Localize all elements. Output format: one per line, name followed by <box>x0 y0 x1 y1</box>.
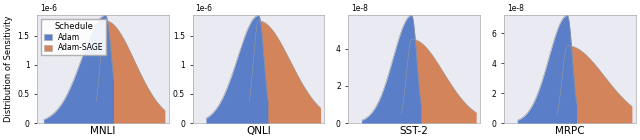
Text: 1e-8: 1e-8 <box>507 4 524 13</box>
Legend: Adam, Adam-SAGE: Adam, Adam-SAGE <box>41 19 106 55</box>
Text: 1e-6: 1e-6 <box>195 4 212 13</box>
X-axis label: MRPC: MRPC <box>555 126 585 136</box>
Text: 1e-6: 1e-6 <box>40 4 57 13</box>
Y-axis label: Distribution of Sensitivity: Distribution of Sensitivity <box>4 16 13 122</box>
Text: 1e-8: 1e-8 <box>351 4 368 13</box>
X-axis label: MNLI: MNLI <box>90 126 116 136</box>
X-axis label: QNLI: QNLI <box>246 126 271 136</box>
X-axis label: SST-2: SST-2 <box>400 126 429 136</box>
